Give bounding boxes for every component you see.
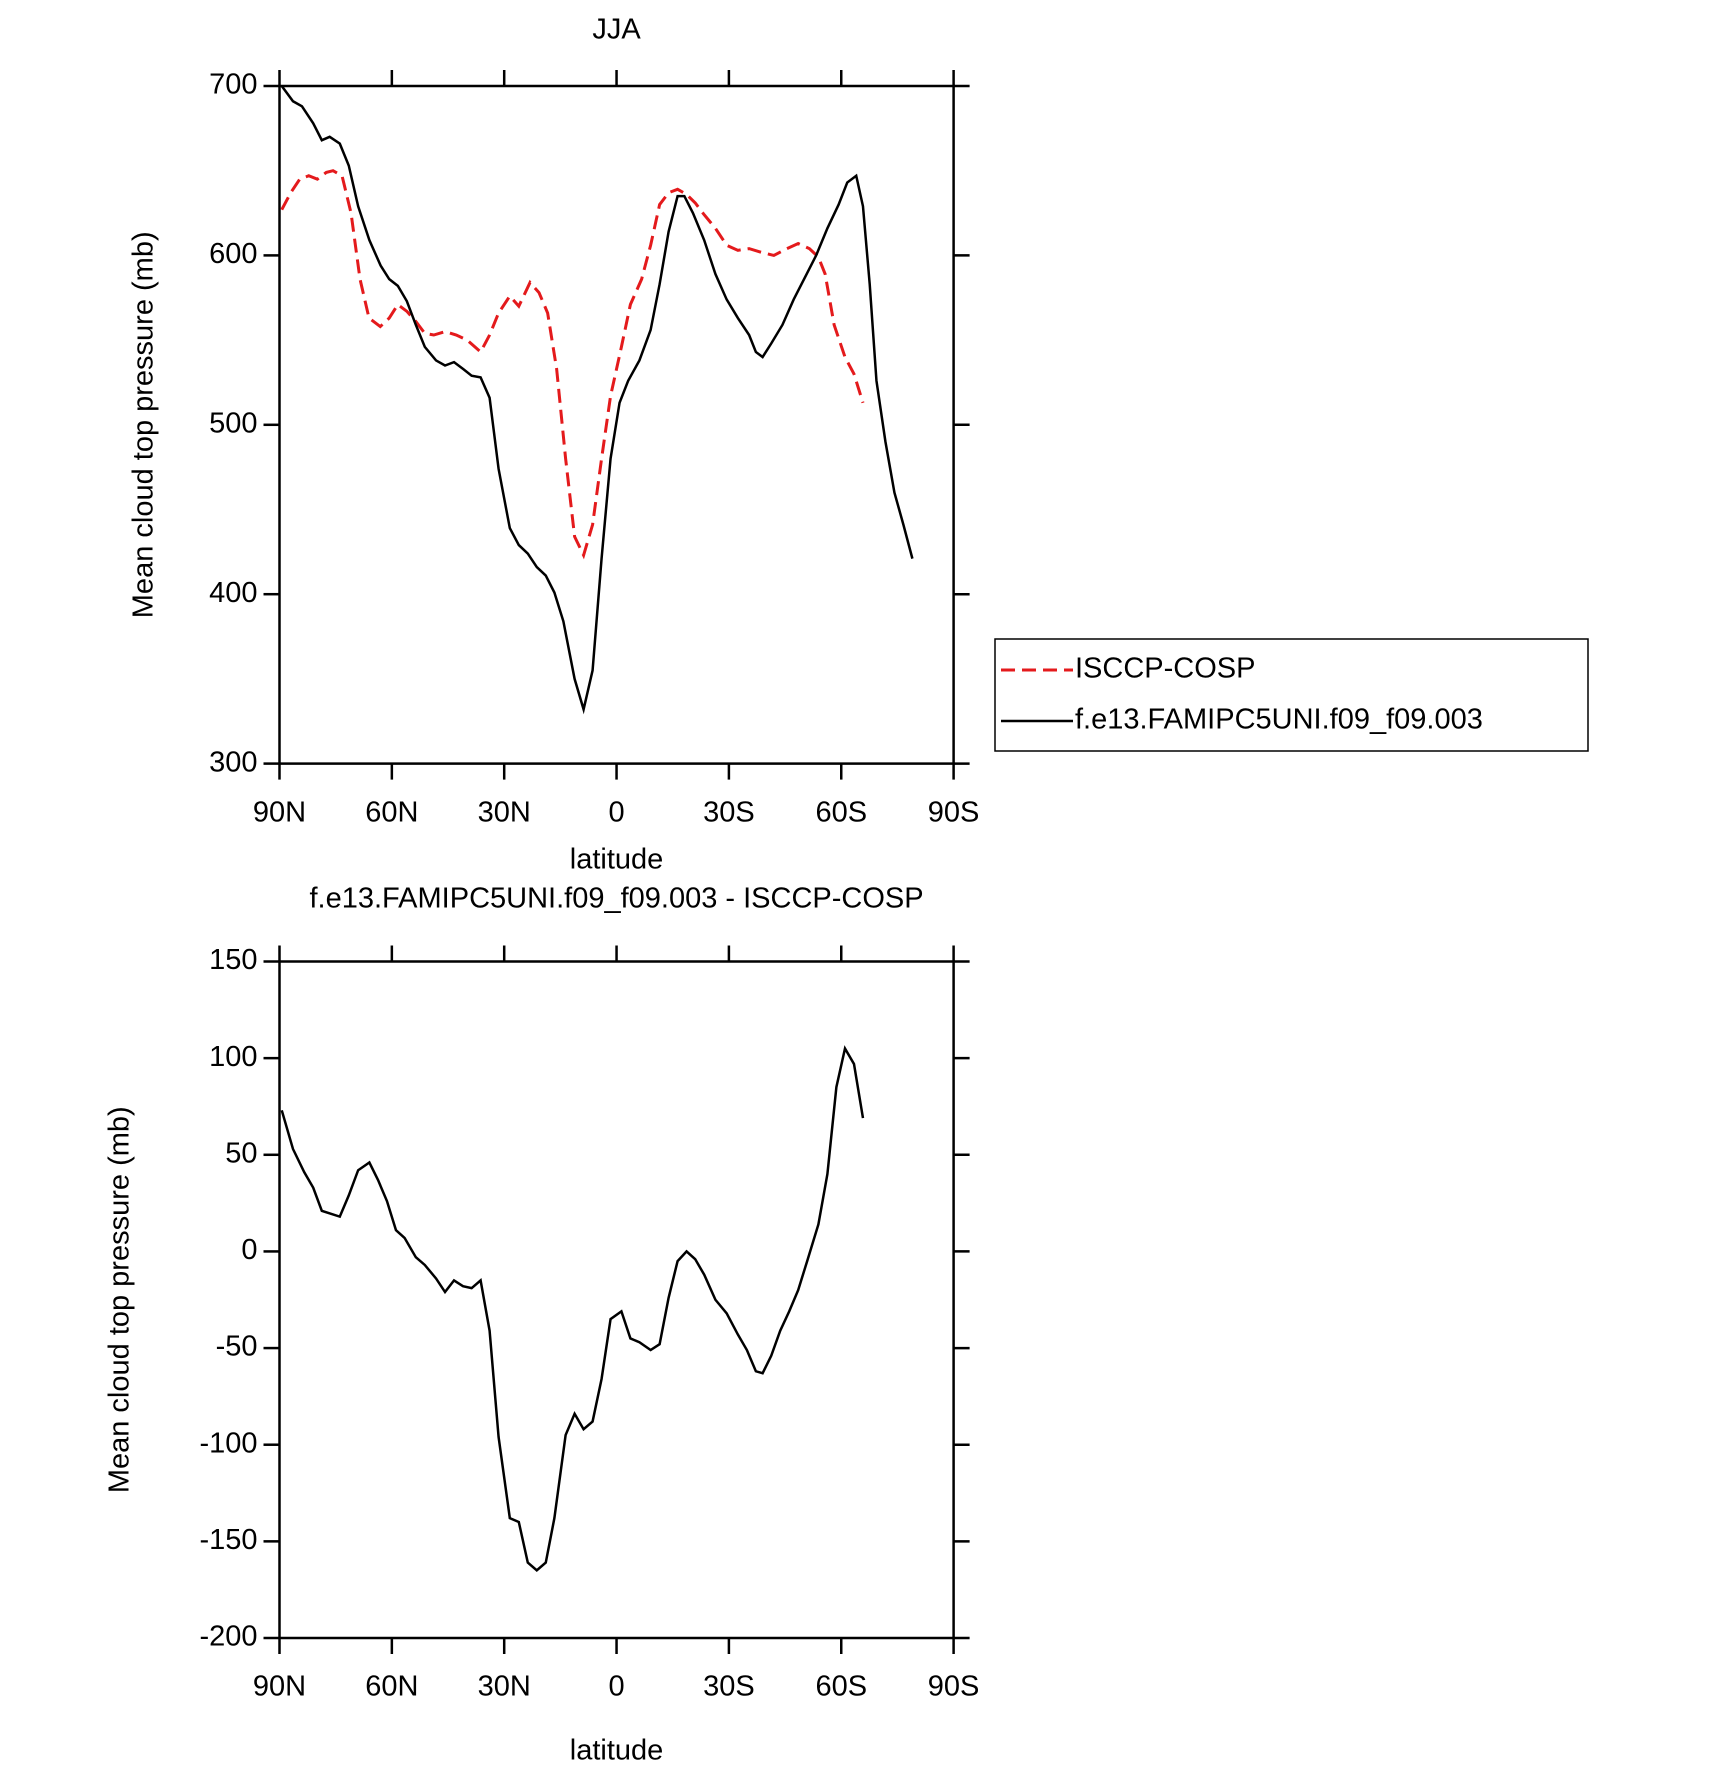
y-tick-label: 150 [209, 944, 257, 976]
x-tick-label: 90S [928, 796, 980, 828]
x-tick-label: 0 [608, 796, 624, 828]
y-axis-label: Mean cloud top pressure (mb) [128, 231, 160, 618]
x-tick-label: 30S [703, 1671, 755, 1703]
plot-frame [278, 960, 955, 1640]
data-line [280, 85, 914, 715]
y-tick-label: 0 [241, 1234, 257, 1266]
legend-label: ISCCP-COSP [1075, 653, 1255, 685]
data-line [280, 169, 865, 560]
data-line [280, 1045, 865, 1572]
x-tick-label: 90N [253, 1671, 306, 1703]
x-tick-label: 30S [703, 796, 755, 828]
x-tick-label: 90S [928, 1671, 980, 1703]
y-axis-label: Mean cloud top pressure (mb) [104, 1106, 136, 1493]
x-tick-label: 30N [478, 1671, 531, 1703]
chart-title: JJA [592, 14, 641, 46]
x-axis-label: latitude [570, 844, 664, 876]
chart-title: f.e13.FAMIPC5UNI.f09_f09.003 - ISCCP-COS… [310, 883, 924, 915]
y-tick-label: -50 [216, 1331, 258, 1363]
y-tick-label: 100 [209, 1041, 257, 1073]
y-tick-label: -100 [199, 1427, 257, 1459]
x-tick-label: 90N [253, 796, 306, 828]
y-tick-label: 400 [209, 577, 257, 609]
x-tick-label: 30N [478, 796, 531, 828]
x-tick-label: 60S [815, 796, 867, 828]
y-tick-label: 700 [209, 69, 257, 101]
x-tick-label: 60S [815, 1671, 867, 1703]
x-axis-label: latitude [570, 1735, 664, 1767]
y-tick-label: -200 [199, 1621, 257, 1653]
y-tick-label: 50 [225, 1137, 257, 1169]
plot-frame [278, 84, 955, 765]
x-tick-label: 60N [365, 1671, 418, 1703]
y-tick-label: 600 [209, 238, 257, 270]
x-tick-label: 0 [608, 1671, 624, 1703]
y-tick-label: -150 [199, 1524, 257, 1556]
y-tick-label: 500 [209, 407, 257, 439]
legend-box [994, 638, 1589, 752]
legend-label: f.e13.FAMIPC5UNI.f09_f09.003 [1075, 704, 1483, 736]
x-tick-label: 60N [365, 796, 418, 828]
y-tick-label: 300 [209, 746, 257, 778]
